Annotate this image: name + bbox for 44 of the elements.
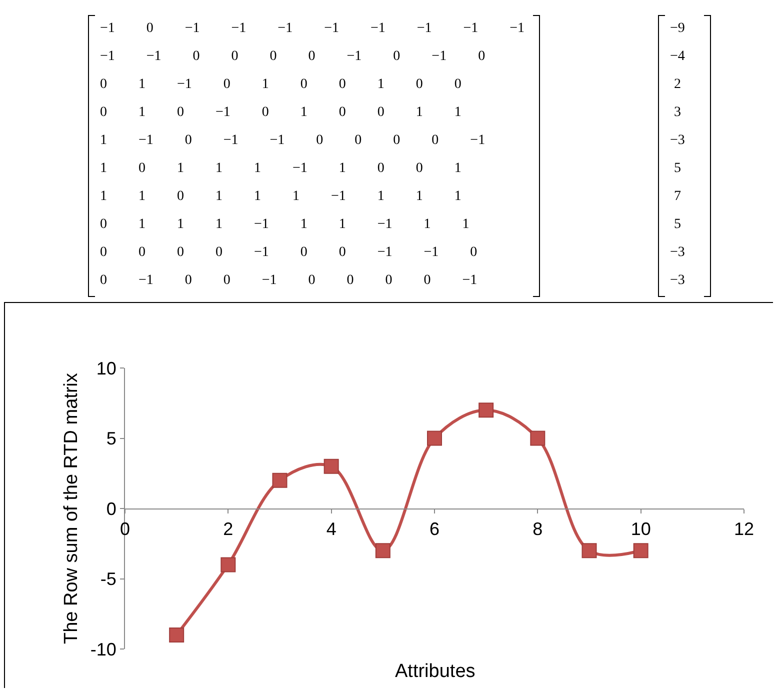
point <box>272 472 288 488</box>
text: −4 <box>670 48 685 66</box>
point <box>478 402 494 418</box>
text: 2 <box>672 76 682 94</box>
text: 0 0 0 0 −1 0 0 −1 −1 0 <box>100 244 478 262</box>
x-tick-label: 10 <box>630 519 651 540</box>
x-tick-label: 4 <box>326 519 336 540</box>
text: −1 0 −1 −1 −1 −1 −1 −1 −1 −1 <box>100 20 525 38</box>
y-tick-label: 5 <box>106 428 116 449</box>
point <box>427 430 442 446</box>
text: 3 <box>672 104 682 122</box>
text: 0 1 1 1 −1 1 1 −1 1 1 <box>100 216 470 234</box>
point <box>530 430 546 446</box>
y-tick-label: 10 <box>96 358 116 378</box>
y-tick-label: -5 <box>100 569 116 590</box>
text: 7 <box>672 188 682 206</box>
text: −1 −1 0 0 0 0 −1 0 −1 0 <box>100 48 486 66</box>
text: 1 1 0 1 1 1 −1 1 1 1 <box>100 188 462 206</box>
point <box>220 557 236 572</box>
x-tick-label: 12 <box>734 519 754 540</box>
point <box>169 627 184 642</box>
x-tick-label: 2 <box>223 519 234 540</box>
text: 1 −1 0 −1 −1 0 0 0 0 −1 <box>100 132 486 150</box>
text: 5 <box>672 160 682 178</box>
text: 0 1 −1 0 1 0 0 1 0 0 <box>100 76 462 94</box>
text: 0 −1 0 0 −1 0 0 0 0 −1 <box>100 272 478 290</box>
point <box>375 543 390 558</box>
y-tick-label: -10 <box>90 639 116 660</box>
text: −3 <box>670 132 685 150</box>
x-axis-title: Attributes <box>395 661 476 682</box>
point <box>633 543 648 558</box>
point <box>582 543 597 558</box>
text: −3 <box>670 244 685 262</box>
x-tick-label: 0 <box>120 519 130 540</box>
text: 0 1 0 −1 0 1 0 0 1 1 <box>100 104 462 122</box>
x-tick-label: 8 <box>532 519 543 540</box>
point <box>324 458 339 474</box>
y-axis-title: The Row sum of the RTD matrix <box>61 372 82 644</box>
x-tick-label: 6 <box>429 519 440 540</box>
text: 5 <box>672 216 682 234</box>
text: −9 <box>670 20 685 38</box>
text: −3 <box>670 272 685 290</box>
text: 1 0 1 1 1 −1 1 0 0 1 <box>100 160 462 178</box>
y-tick-label: 0 <box>106 498 116 519</box>
